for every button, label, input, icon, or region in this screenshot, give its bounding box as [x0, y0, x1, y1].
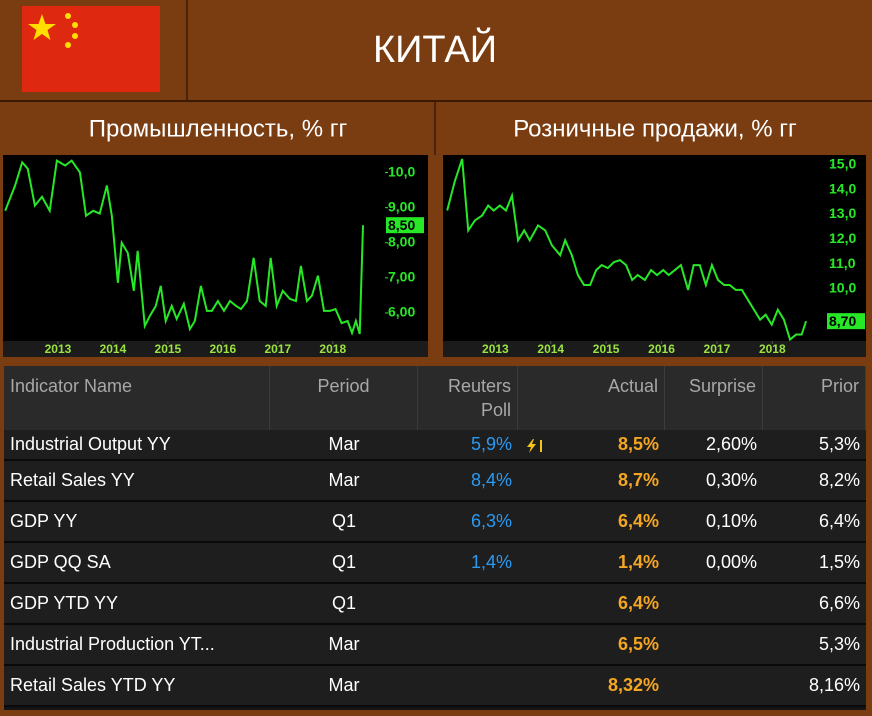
- table-cell: 8,16%: [808, 675, 860, 695]
- y-tick-label: 9,00: [388, 198, 415, 214]
- table-cell: 8,4%: [470, 470, 512, 490]
- table-cell: 0,10%: [705, 511, 757, 531]
- indicator-table: Industrial Output YY Mar 5,9% 8,5% 2,60% 5,3%…: [4, 366, 866, 710]
- table-cell: 5,9%: [470, 434, 512, 454]
- x-tick-label: 2015: [155, 342, 182, 356]
- table-cell: Mar: [328, 470, 360, 490]
- table-cell: 8,5%: [617, 434, 659, 454]
- table-cell: GDP YTD YY: [10, 593, 119, 613]
- x-axis-bar: [443, 341, 866, 357]
- table-row: Industrial Production YT... Mar 6,5% 5,3%: [4, 625, 866, 666]
- table-cell: 5,3%: [818, 434, 860, 454]
- table-cell: Mar: [328, 434, 360, 454]
- y-tick-label: 11,0: [829, 255, 856, 271]
- x-tick-label: 2016: [648, 342, 675, 356]
- table-cell: 1,4%: [617, 552, 659, 572]
- last-value-label: 8,50: [388, 217, 415, 233]
- table-row: Industrial Output YY Mar 5,9% 8,5% 2,60% 5,3%: [4, 430, 866, 461]
- table-row: GDP QQ SA Q1 1,4% 1,4% 0,00% 1,5%: [4, 543, 866, 584]
- table-cell: 6,4%: [617, 593, 659, 613]
- table-cell: Q1: [331, 593, 356, 613]
- y-tick-label: 14,0: [829, 180, 856, 196]
- x-tick-label: 2016: [210, 342, 237, 356]
- table-cell: Industrial Output YY: [10, 434, 171, 454]
- chart-title: Розничные продажи, % гг: [513, 115, 797, 142]
- table-row: Retail Sales YY Mar 8,4% 8,7% 0,30% 8,2%: [4, 461, 866, 502]
- x-tick-label: 2013: [482, 342, 509, 356]
- table-cell: Retail Sales YTD YY: [10, 675, 176, 695]
- y-tick-label: 6,00: [388, 304, 415, 320]
- last-value-box: [827, 313, 865, 330]
- column-header: Reuters Poll: [418, 366, 518, 430]
- y-tick-label: 10,0: [829, 280, 856, 296]
- x-tick-label: 2017: [704, 342, 731, 356]
- table-cell: Q1: [331, 552, 356, 572]
- x-tick-label: 2018: [759, 342, 786, 356]
- column-header: Indicator Name: [4, 366, 270, 430]
- x-axis-bar: [3, 341, 428, 357]
- table-cell: 0,30%: [705, 470, 757, 490]
- table-cell: GDP QQ SA: [10, 552, 111, 572]
- flag: [22, 6, 160, 92]
- y-tick-label: 12,0: [829, 230, 856, 246]
- line-series: [446, 158, 808, 342]
- y-tick-label: 10,0: [388, 163, 415, 179]
- table-cell: Industrial Production YT...: [10, 634, 215, 654]
- column-header: Actual: [518, 366, 665, 430]
- column-header: Period: [270, 366, 418, 430]
- column-header: Prior: [763, 366, 866, 430]
- table-cell: 6,4%: [818, 511, 860, 531]
- table-cell: GDP YY: [10, 511, 78, 531]
- x-tick-label: 2017: [264, 342, 291, 356]
- table-cell: 8,7%: [617, 470, 659, 490]
- table-cell: Mar: [328, 675, 360, 695]
- line-series: [4, 158, 365, 336]
- y-tick-label: 15,0: [829, 156, 856, 172]
- x-tick-label: 2014: [100, 342, 127, 356]
- table-cell: 6,3%: [470, 511, 512, 531]
- last-value-label: 8,70: [829, 313, 856, 329]
- y-tick-label: 7,00: [388, 269, 415, 285]
- table-cell: 6,4%: [617, 511, 659, 531]
- table-cell: 6,5%: [617, 634, 659, 654]
- table-cell: 1,4%: [470, 552, 512, 572]
- table-row: GDP YTD YY Q1 6,4% 6,6%: [4, 584, 866, 625]
- table-cell: Retail Sales YY: [10, 470, 135, 490]
- table-cell: 2,60%: [705, 434, 757, 454]
- table-cell: 6,6%: [818, 593, 860, 613]
- alert-icon: [527, 439, 542, 453]
- column-header: Surprise: [665, 366, 763, 430]
- page-title: КИТАЙ: [373, 26, 497, 71]
- x-tick-label: 2015: [593, 342, 620, 356]
- x-tick-label: 2014: [537, 342, 564, 356]
- y-tick-label: 13,0: [829, 205, 856, 221]
- x-tick-label: 2013: [45, 342, 72, 356]
- table-cell: 0,00%: [705, 552, 757, 572]
- last-value-box: [386, 217, 424, 234]
- y-tick-label: 8,00: [388, 233, 415, 249]
- table-cell: 8,2%: [818, 470, 860, 490]
- chart-title: Промышленность, % гг: [89, 115, 348, 142]
- table-row: GDP YY Q1 6,3% 6,4% 0,10% 6,4%: [4, 502, 866, 543]
- table-cell: 8,32%: [607, 675, 659, 695]
- x-tick-label: 2018: [319, 342, 346, 356]
- table-cell: Mar: [328, 634, 360, 654]
- plot-background: [443, 155, 866, 357]
- table-cell: 1,5%: [818, 552, 860, 572]
- table-cell: Q1: [331, 511, 356, 531]
- table-row: Retail Sales YTD YY Mar 8,32% 8,16%: [4, 666, 866, 707]
- plot-background: [3, 155, 428, 357]
- table-cell: 5,3%: [818, 634, 860, 654]
